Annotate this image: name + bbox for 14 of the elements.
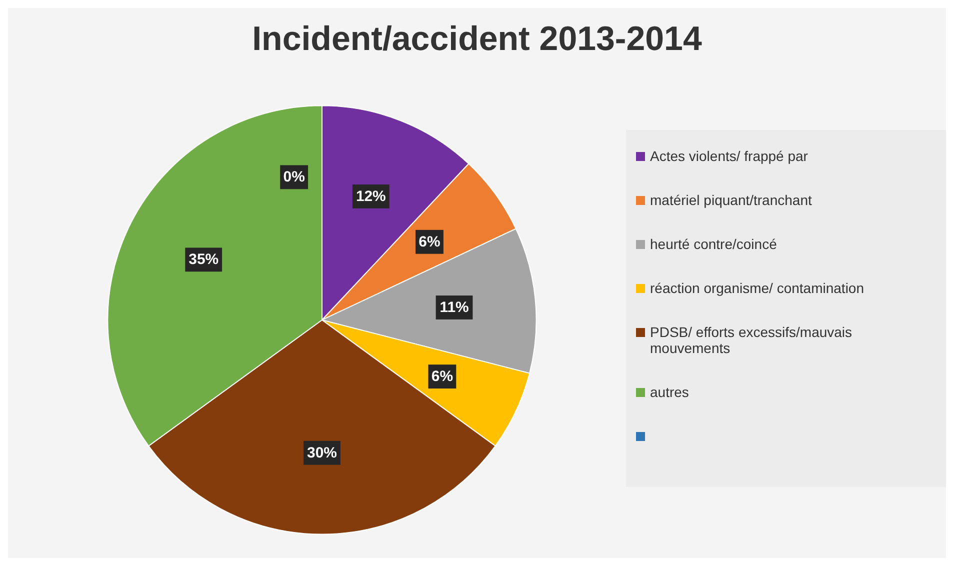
data-label: 6% (418, 233, 440, 250)
text: 0% (283, 168, 305, 186)
chart-title: Incident/accident 2013-2014 (251, 19, 703, 60)
legend-label: réaction organisme/ contamination (650, 280, 864, 296)
data-label: 11% (440, 298, 469, 316)
legend-label: Actes violents/ frappé par (650, 148, 808, 164)
legend-label: PDSB/ efforts excessifs/mauvais mouvements (650, 324, 854, 356)
legend-label: autres (650, 384, 689, 400)
legend-label: matériel piquant/tranchant (650, 192, 812, 208)
data-label: 30% (307, 444, 337, 462)
data-label: 12% (356, 188, 386, 205)
data-label: 6% (431, 368, 454, 386)
data-label: 35% (188, 251, 219, 268)
legend-label: heurté contre/coincé (650, 236, 777, 252)
